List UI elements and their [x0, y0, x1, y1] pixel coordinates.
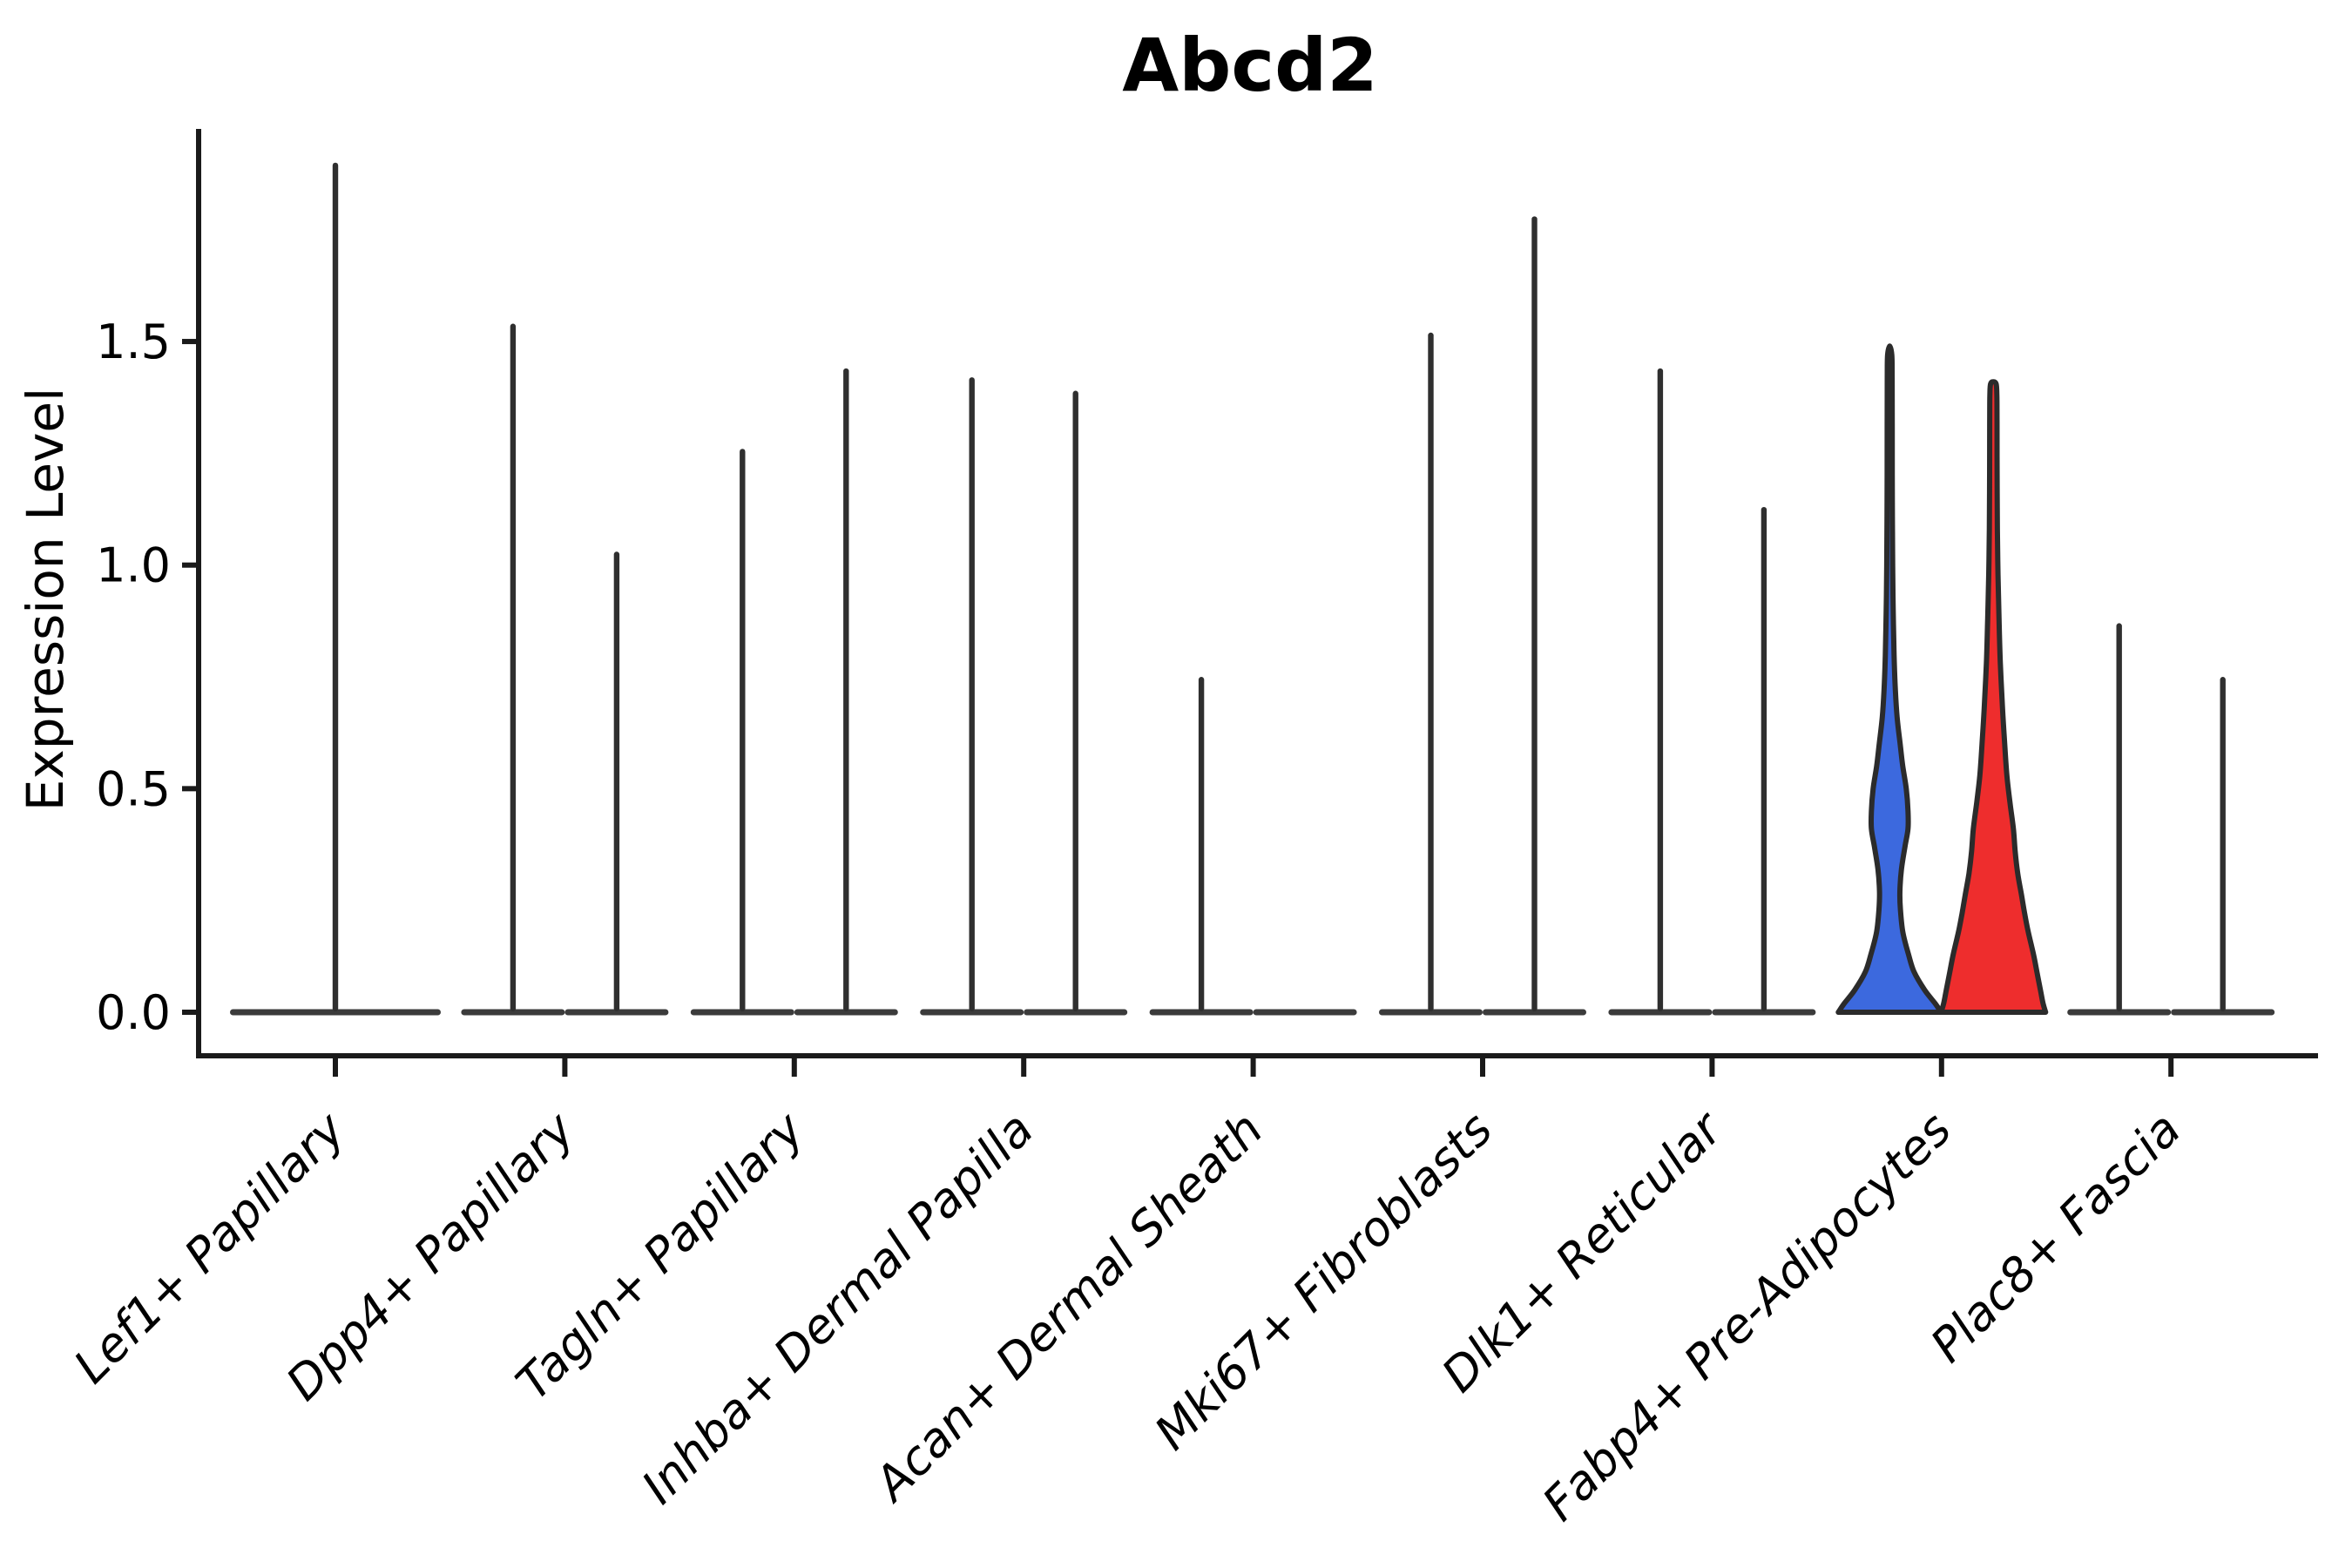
violin-baseline: [1149, 1009, 1254, 1016]
x-tick-mark: [2168, 1058, 2174, 1077]
violin-baseline: [1712, 1009, 1816, 1016]
violin-baseline: [1024, 1009, 1128, 1016]
violin-baseline: [2171, 1009, 2275, 1016]
violin-baseline: [1483, 1009, 1586, 1016]
violin-baseline: [920, 1009, 1024, 1016]
y-tick-mark: [182, 339, 197, 345]
violin-baseline: [1608, 1009, 1713, 1016]
y-tick-label: 1.5: [96, 314, 171, 369]
violin-spike: [969, 377, 975, 1011]
x-axis-spine: [196, 1053, 2318, 1058]
x-tick-mark: [1250, 1058, 1256, 1077]
violin-spike: [1428, 332, 1434, 1011]
y-tick-mark: [182, 562, 197, 568]
violin-spike: [843, 368, 849, 1011]
violin-spike: [2116, 623, 2122, 1011]
violin-spike: [510, 323, 517, 1011]
violin-baseline: [461, 1009, 565, 1016]
x-tick-mark: [791, 1058, 797, 1077]
violins: [230, 162, 2275, 1016]
y-tick-label: 0.5: [96, 761, 171, 816]
violin-spike: [332, 162, 339, 1012]
x-tick-mark: [1938, 1058, 1944, 1077]
violin-filled: [1938, 379, 2049, 1015]
violin-baseline: [794, 1009, 898, 1016]
axes: [196, 129, 2318, 1058]
violin-spike: [1072, 390, 1078, 1011]
y-axis-spine: [196, 129, 201, 1058]
violin-baseline: [2067, 1009, 2172, 1016]
violin-baseline: [230, 1009, 441, 1016]
x-tick-mark: [1021, 1058, 1027, 1077]
violin-baseline: [1379, 1009, 1483, 1016]
x-tick-label: Fabp4+ Pre-Adipocytes: [1532, 1102, 1962, 1531]
y-axis-label: Expression Level: [16, 388, 75, 811]
violin-spike: [1761, 506, 1767, 1011]
x-tick-mark: [1480, 1058, 1485, 1077]
y-tick-mark: [182, 786, 197, 792]
y-tick-labels: 0.0 0.5 1.0 1.5: [96, 314, 197, 1040]
violin-baseline: [564, 1009, 669, 1016]
x-tick-label: Plac8+ Fascia: [1920, 1102, 2191, 1373]
x-tick-mark: [562, 1058, 568, 1077]
violin-spike: [1531, 216, 1538, 1012]
violin-spike: [1198, 677, 1205, 1011]
x-tick-label: Inhba+ Dermal Papilla: [632, 1102, 1044, 1515]
y-tick-label: 0.0: [96, 985, 171, 1040]
y-tick-mark: [182, 1010, 197, 1015]
violin-filled: [1835, 343, 1944, 1015]
x-tick-mark: [333, 1058, 338, 1077]
plot-title: Abcd2: [1122, 23, 1378, 108]
violin-spike: [2220, 677, 2226, 1011]
x-tick-label: Acan+ Dermal Sheath: [862, 1102, 1274, 1513]
violin-baseline: [690, 1009, 794, 1016]
y-tick-label: 1.0: [96, 538, 171, 593]
violin-baseline: [1253, 1009, 1357, 1016]
violin-spike: [740, 449, 746, 1011]
violin-spike: [613, 551, 620, 1011]
x-tick-mark: [1709, 1058, 1715, 1077]
violin-spike: [1657, 368, 1664, 1011]
